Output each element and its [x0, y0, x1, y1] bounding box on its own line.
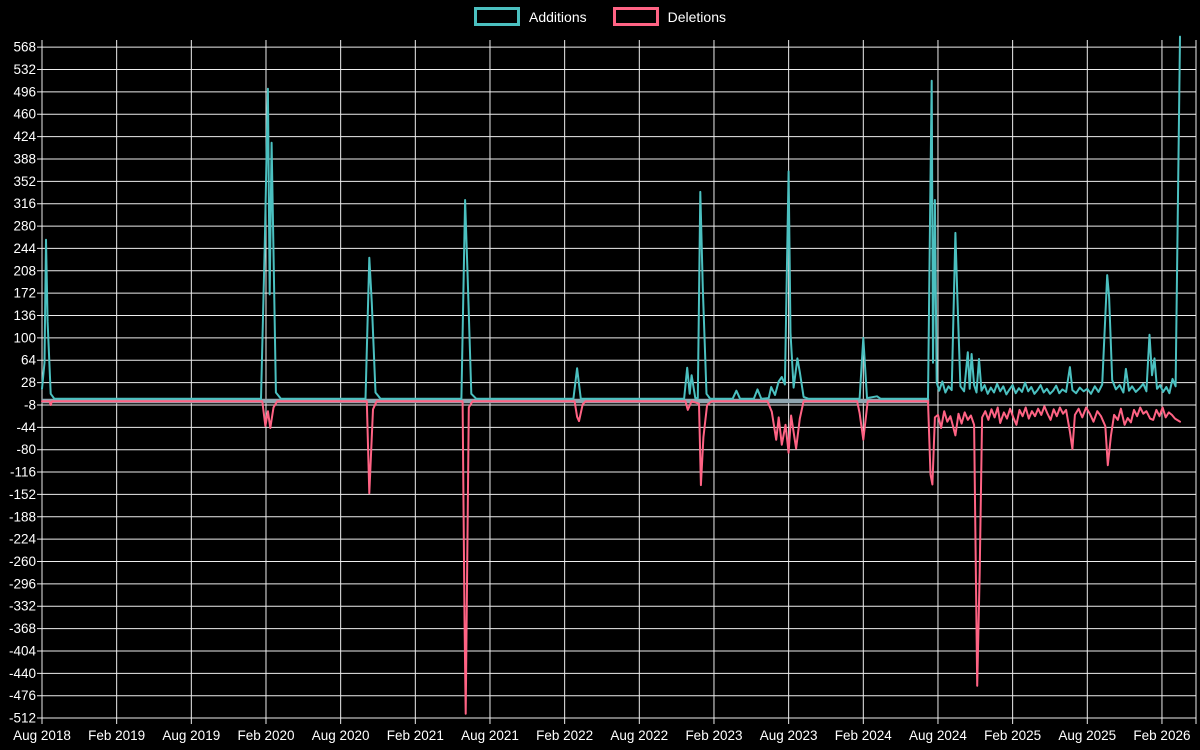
y-tick-label: -8 — [24, 397, 36, 412]
y-tick-label: -224 — [9, 532, 37, 547]
y-tick-label: 208 — [13, 263, 36, 278]
x-tick-label: Feb 2024 — [835, 728, 893, 743]
chart-legend: Additions Deletions — [0, 7, 1200, 26]
x-tick-label: Aug 2021 — [461, 728, 519, 743]
y-tick-label: -404 — [9, 643, 37, 658]
y-tick-label: 424 — [13, 129, 36, 144]
y-tick-label: -440 — [9, 666, 36, 681]
y-tick-label: 352 — [13, 174, 36, 189]
y-tick-label: 316 — [13, 196, 36, 211]
deletions-line — [41, 400, 1181, 715]
x-tick-label: Feb 2025 — [984, 728, 1041, 743]
deletions-swatch-icon — [612, 7, 659, 26]
additions-swatch-icon — [474, 7, 521, 26]
y-tick-label: 496 — [13, 84, 36, 99]
x-tick-label: Feb 2022 — [536, 728, 593, 743]
y-tick-label: 280 — [13, 219, 36, 234]
x-tick-label: Feb 2023 — [685, 728, 742, 743]
x-tick-label: Feb 2021 — [387, 728, 444, 743]
y-tick-label: -476 — [9, 688, 36, 703]
legend-label-additions: Additions — [529, 8, 587, 25]
y-tick-label: 532 — [13, 62, 36, 77]
y-tick-label: -44 — [16, 420, 36, 435]
additions-line — [41, 35, 1181, 400]
x-tick-label: Feb 2020 — [237, 728, 294, 743]
y-tick-label: 172 — [13, 286, 36, 301]
x-tick-label: Aug 2025 — [1058, 728, 1116, 743]
x-tick-label: Feb 2026 — [1133, 728, 1190, 743]
legend-label-deletions: Deletions — [667, 8, 726, 25]
y-tick-label: -260 — [9, 554, 36, 569]
legend-item-additions[interactable]: Additions — [474, 7, 587, 26]
y-tick-label: -368 — [9, 621, 36, 636]
y-tick-label: -152 — [9, 487, 36, 502]
y-tick-label: -332 — [9, 599, 36, 614]
y-tick-label: -116 — [10, 465, 36, 480]
y-tick-label: -296 — [9, 576, 36, 591]
y-tick-label: 568 — [13, 40, 36, 55]
y-tick-label: 136 — [13, 308, 36, 323]
x-tick-label: Aug 2022 — [610, 728, 668, 743]
x-tick-label: Aug 2019 — [162, 728, 220, 743]
y-tick-label: 64 — [21, 353, 37, 368]
x-tick-label: Aug 2018 — [13, 728, 71, 743]
y-tick-label: -80 — [16, 442, 36, 457]
y-tick-label: 244 — [13, 241, 36, 256]
x-tick-label: Aug 2020 — [312, 728, 370, 743]
y-tick-label: 100 — [13, 330, 36, 345]
x-tick-label: Feb 2019 — [88, 728, 145, 743]
y-tick-label: 460 — [13, 107, 36, 122]
x-tick-label: Aug 2023 — [760, 728, 818, 743]
legend-item-deletions[interactable]: Deletions — [612, 7, 726, 26]
x-tick-label: Aug 2024 — [909, 728, 967, 743]
y-tick-label: -188 — [9, 509, 36, 524]
y-tick-label: 28 — [21, 375, 36, 390]
y-tick-label: -512 — [9, 711, 36, 726]
y-tick-label: 388 — [13, 151, 36, 166]
